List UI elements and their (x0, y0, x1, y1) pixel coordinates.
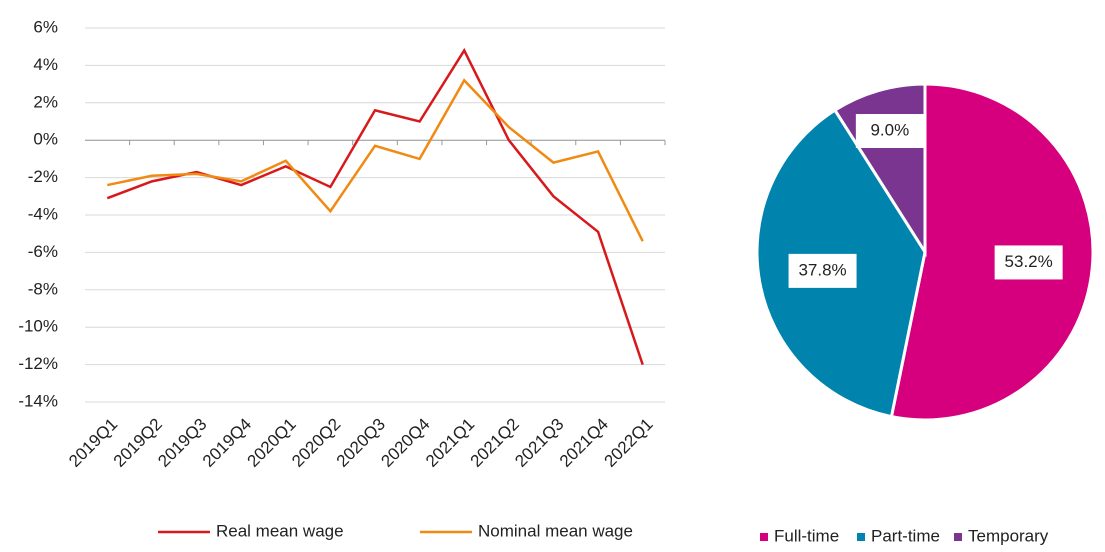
data-label: 9.0% (870, 120, 909, 139)
pie-slice (889, 82, 1095, 422)
y-tick-label: -4% (28, 204, 58, 223)
legend-swatch (954, 533, 962, 541)
x-tick-label: 2020Q1 (244, 415, 300, 471)
data-label: 37.8% (798, 260, 846, 279)
x-tick-label: 2020Q3 (333, 415, 389, 471)
data-label-box (994, 245, 1063, 280)
data-label-box (855, 114, 924, 149)
y-tick-label: -8% (28, 279, 58, 298)
x-tick-label: 2020Q4 (377, 415, 433, 471)
legend-swatch (760, 533, 768, 541)
y-tick-label: 0% (33, 130, 58, 149)
data-label: 53.2% (1005, 252, 1053, 271)
x-tick-label: 2019Q3 (154, 415, 210, 471)
legend-label: Temporary (968, 526, 1049, 545)
x-tick-label: 2021Q2 (467, 415, 523, 471)
y-tick-label: 4% (33, 55, 58, 74)
x-tick-label: 2021Q4 (556, 415, 612, 471)
y-tick-label: 2% (33, 92, 58, 111)
x-tick-label: 2019Q2 (110, 415, 166, 471)
line (106, 47, 644, 365)
legend-label: Part-time (871, 526, 940, 545)
x-tick-label: 2019Q4 (199, 415, 255, 471)
y-tick-label: -12% (18, 354, 58, 373)
y-tick-label: -2% (28, 167, 58, 186)
legend-swatch (857, 533, 865, 541)
legend-label: Nominal mean wage (478, 521, 633, 540)
y-tick-label: -14% (18, 391, 58, 410)
legend-label: Real mean wage (216, 521, 344, 540)
x-tick-label: 2019Q1 (65, 415, 121, 471)
x-tick-label: 2020Q2 (288, 415, 344, 471)
line (107, 78, 644, 242)
x-tick-label: 2021Q3 (511, 415, 567, 471)
y-tick-label: 6% (33, 17, 58, 36)
x-tick-label: 2022Q1 (600, 415, 656, 471)
y-tick-label: -10% (18, 317, 58, 336)
y-tick-label: -6% (28, 242, 58, 261)
legend-label: Full-time (774, 526, 839, 545)
data-label-box (788, 253, 857, 288)
x-tick-label: 2021Q1 (422, 415, 478, 471)
